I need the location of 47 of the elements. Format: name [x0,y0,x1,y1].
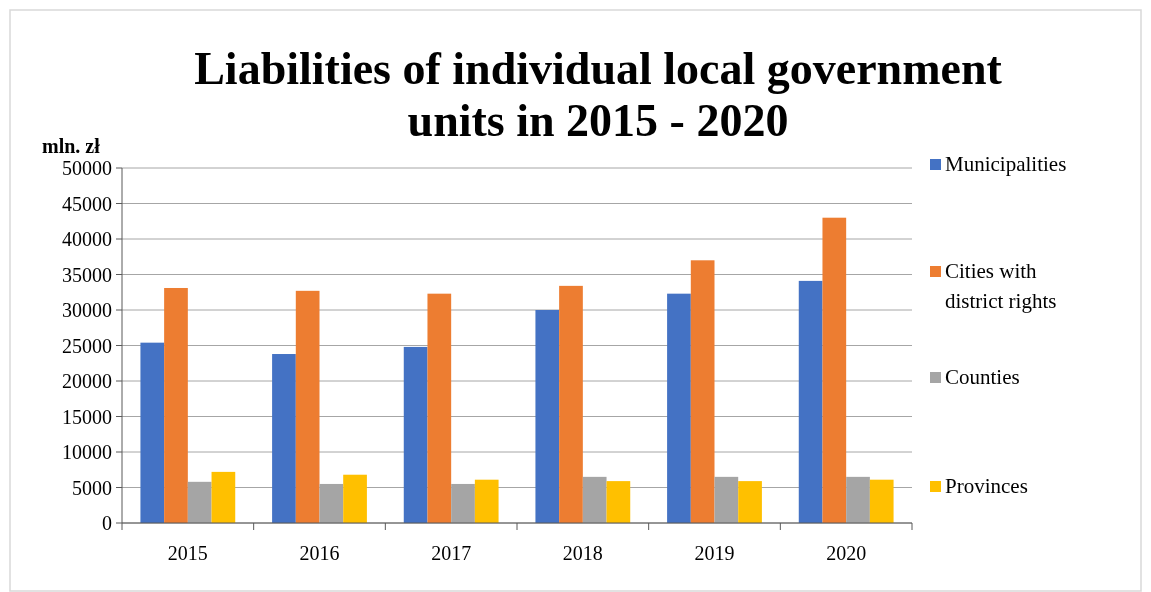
bar [319,483,344,523]
x-tick-label: 2017 [431,542,472,564]
bar [535,310,560,523]
y-tick-label: 40000 [62,228,112,250]
x-tick-label: 2018 [562,542,603,564]
legend-label: Counties [945,365,1020,389]
bar [582,476,607,523]
y-axis-title: mln. zł [42,135,101,157]
legend-label: Provinces [945,474,1028,498]
bar [451,483,475,523]
x-tick-label: 2019 [694,542,735,564]
x-tick-label: 2016 [299,542,340,564]
bar [559,285,583,523]
bar [295,290,320,523]
bar [738,481,762,523]
bar [427,293,452,523]
chart-title: Liabilities of individual local government units in 2015 - 2020 [194,43,1003,146]
bar [140,342,165,523]
y-tick-label: 45000 [62,192,112,215]
bar [403,346,428,523]
bar [164,287,188,523]
x-tick-label: 2015 [167,542,208,564]
bar [474,479,499,523]
bar [272,354,296,523]
bar [690,260,715,523]
bar [667,293,691,523]
y-tick-label: 50000 [62,157,112,179]
bar [606,481,631,523]
y-tick-label: 15000 [62,405,112,428]
bar [822,217,847,523]
y-tick-label: 35000 [62,263,112,286]
bar [798,280,823,523]
bar [846,476,870,523]
y-tick-label: 0 [102,512,112,534]
bar [187,481,212,523]
y-tick-label: 10000 [62,441,112,463]
y-tick-label: 5000 [72,476,112,499]
x-tick-label: 2020 [826,542,867,564]
legend-label: Municipalities [945,152,1067,176]
bar [714,476,739,523]
bar [869,479,894,523]
bar [343,474,367,523]
y-tick-label: 30000 [62,299,112,321]
y-tick-label: 20000 [62,370,112,392]
bar [211,471,236,523]
legend-label: Cities with district rights [945,259,1057,313]
y-tick-label: 25000 [62,334,112,357]
